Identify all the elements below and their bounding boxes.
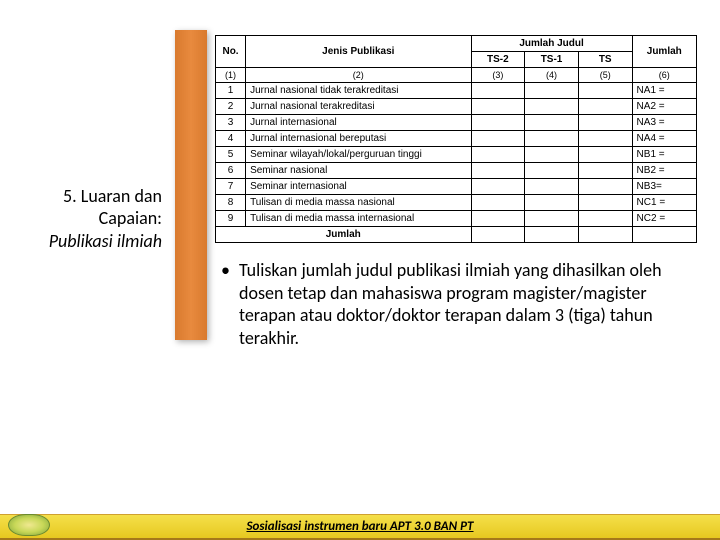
cell-jenis: Jurnal internasional [246, 115, 471, 131]
cell-ts [525, 99, 579, 115]
colnum-5: (5) [578, 68, 632, 83]
footer-text: Sosialisasi instrumen baru APT 3.0 BAN P… [246, 519, 473, 534]
cell-ts [471, 211, 525, 227]
cell-ts [578, 147, 632, 163]
total-ts1 [525, 227, 579, 243]
cell-ts [578, 163, 632, 179]
th-jumlah: Jumlah [632, 36, 696, 68]
cell-ts [471, 99, 525, 115]
cell-no: 9 [216, 211, 246, 227]
cell-ts [525, 195, 579, 211]
cell-jumlah: NA4 = [632, 131, 696, 147]
cell-jumlah: NC1 = [632, 195, 696, 211]
table-row: 4Jurnal internasional bereputasi NA4 = [216, 131, 697, 147]
table-row: 1Jurnal nasional tidak terakreditasi NA1 … [216, 83, 697, 99]
bullet-text: Tuliskan jumlah judul publikasi ilmiah y… [215, 259, 705, 349]
slide-title: 5. Luaran dan Capaian: Publikasi ilmiah [0, 180, 170, 259]
cell-jenis: Seminar wilayah/lokal/perguruan tinggi [246, 147, 471, 163]
table-row: 8Tulisan di media massa nasional NC1 = [216, 195, 697, 211]
table-row: 5Seminar wilayah/lokal/perguruan tinggi N… [216, 147, 697, 163]
table-row: 7Seminar internasional NB3= [216, 179, 697, 195]
cell-ts [471, 163, 525, 179]
cell-jenis: Jurnal nasional terakreditasi [246, 99, 471, 115]
cell-ts [471, 115, 525, 131]
cell-no: 8 [216, 195, 246, 211]
cell-ts [578, 99, 632, 115]
cell-ts [578, 83, 632, 99]
orange-accent-bar [175, 30, 207, 340]
cell-jumlah: NC2 = [632, 211, 696, 227]
cell-jumlah: NA1 = [632, 83, 696, 99]
cell-no: 6 [216, 163, 246, 179]
cell-ts [471, 83, 525, 99]
cell-ts [525, 83, 579, 99]
th-jenis: Jenis Publikasi [246, 36, 471, 68]
cell-jumlah: NA3 = [632, 115, 696, 131]
left-panel: 5. Luaran dan Capaian: Publikasi ilmiah [0, 100, 190, 310]
cell-jumlah: NB1 = [632, 147, 696, 163]
cell-jenis: Jurnal nasional tidak terakreditasi [246, 83, 471, 99]
cell-jenis: Seminar nasional [246, 163, 471, 179]
cell-no: 4 [216, 131, 246, 147]
table-row: 9Tulisan di media massa internasional NC2… [216, 211, 697, 227]
total-ts2 [471, 227, 525, 243]
th-ts2: TS-2 [471, 52, 525, 68]
th-no: No. [216, 36, 246, 68]
footer-bar: Sosialisasi instrumen baru APT 3.0 BAN P… [0, 514, 720, 540]
cell-ts [525, 115, 579, 131]
cell-ts [525, 179, 579, 195]
cell-no: 7 [216, 179, 246, 195]
th-jj: Jumlah Judul [471, 36, 632, 52]
publication-table: No. Jenis Publikasi Jumlah Judul Jumlah … [215, 35, 697, 243]
cell-jenis: Tulisan di media massa nasional [246, 195, 471, 211]
colnum-4: (4) [525, 68, 579, 83]
cell-no: 5 [216, 147, 246, 163]
table-row: 2Jurnal nasional terakreditasi NA2 = [216, 99, 697, 115]
cell-ts [525, 147, 579, 163]
cell-ts [471, 195, 525, 211]
colnum-6: (6) [632, 68, 696, 83]
cell-no: 1 [216, 83, 246, 99]
cell-ts [578, 179, 632, 195]
cell-ts [578, 195, 632, 211]
cell-no: 2 [216, 99, 246, 115]
cell-ts [525, 163, 579, 179]
cell-ts [578, 115, 632, 131]
cell-jumlah: NB3= [632, 179, 696, 195]
cell-jumlah: NA2 = [632, 99, 696, 115]
cell-no: 3 [216, 115, 246, 131]
colnum-3: (3) [471, 68, 525, 83]
total-ts [578, 227, 632, 243]
cell-jenis: Jurnal internasional bereputasi [246, 131, 471, 147]
th-ts: TS [578, 52, 632, 68]
table-body: 1Jurnal nasional tidak terakreditasi NA1 … [216, 83, 697, 227]
table-row: 3Jurnal internasional NA3 = [216, 115, 697, 131]
logo-icon [8, 514, 50, 536]
cell-jumlah: NB2 = [632, 163, 696, 179]
colnum-1: (1) [216, 68, 246, 83]
colnum-2: (2) [246, 68, 471, 83]
cell-ts [471, 131, 525, 147]
cell-ts [578, 211, 632, 227]
main-content: No. Jenis Publikasi Jumlah Judul Jumlah … [215, 35, 705, 349]
cell-ts [578, 131, 632, 147]
total-label: Jumlah [216, 227, 472, 243]
cell-jenis: Tulisan di media massa internasional [246, 211, 471, 227]
cell-jenis: Seminar internasional [246, 179, 471, 195]
cell-ts [471, 147, 525, 163]
cell-ts [525, 211, 579, 227]
table-row: 6Seminar nasional NB2 = [216, 163, 697, 179]
title-line1: 5. Luaran dan Capaian: [8, 186, 162, 229]
cell-ts [525, 131, 579, 147]
title-line2: Publikasi ilmiah [8, 231, 162, 253]
cell-ts [471, 179, 525, 195]
total-jumlah [632, 227, 696, 243]
th-ts1: TS-1 [525, 52, 579, 68]
